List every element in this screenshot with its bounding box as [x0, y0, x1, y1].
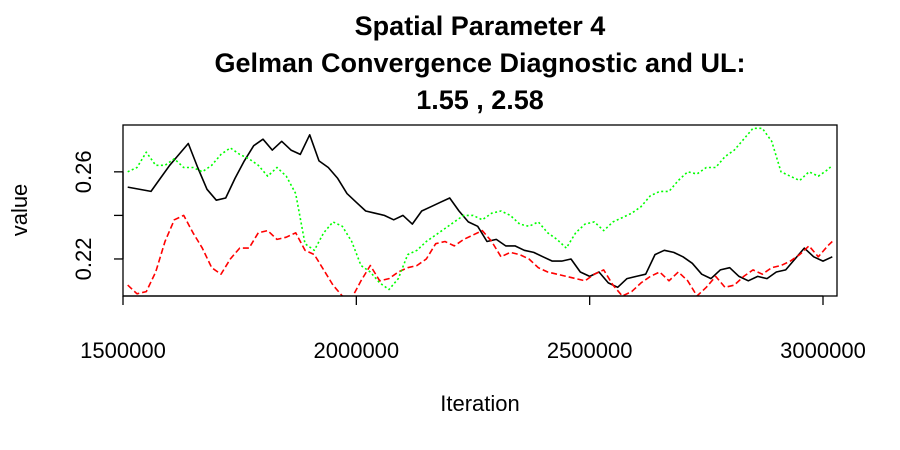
- x-axis-label: Iteration: [440, 391, 520, 416]
- x-tick-label: 3000000: [780, 338, 866, 363]
- title-line-3: 1.55 , 2.58: [416, 85, 544, 115]
- y-tick-label: 0.26: [71, 150, 96, 193]
- y-axis-label: value: [7, 184, 32, 237]
- x-tick-label: 2500000: [547, 338, 633, 363]
- chart-title: Spatial Parameter 4 Gelman Convergence D…: [214, 11, 745, 115]
- y-axis: 0.22 0.26: [71, 150, 124, 281]
- x-axis: 1500000 2000000 2500000 3000000: [80, 295, 866, 363]
- y-tick-label: 0.22: [71, 238, 96, 281]
- series-line-1: [127, 134, 833, 289]
- x-tick-label: 1500000: [80, 338, 166, 363]
- title-line-2: Gelman Convergence Diagnostic and UL:: [214, 48, 745, 78]
- series-line-3: [127, 127, 833, 291]
- plot-frame: [122, 124, 838, 297]
- series-line-2: [127, 214, 833, 296]
- title-line-1: Spatial Parameter 4: [355, 11, 606, 41]
- x-tick-label: 2000000: [314, 338, 400, 363]
